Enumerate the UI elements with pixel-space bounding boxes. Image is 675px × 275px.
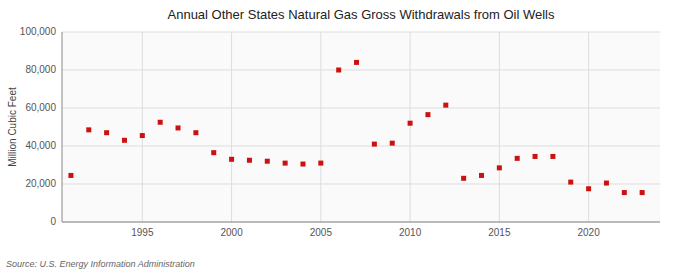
y-axis-line	[62, 32, 63, 222]
point	[140, 133, 145, 138]
point	[229, 157, 234, 162]
point	[158, 120, 163, 125]
point	[265, 159, 270, 164]
plot-area	[62, 32, 660, 222]
point	[408, 121, 413, 126]
x-grid-line	[499, 32, 500, 222]
x-grid-line	[410, 32, 411, 222]
point	[479, 173, 484, 178]
x-tick-label: 2015	[488, 227, 511, 238]
point	[193, 130, 198, 135]
x-axis-line	[62, 222, 660, 223]
y-axis-label: Million Cubic Feet	[7, 87, 18, 167]
x-tick-label: 1995	[131, 227, 154, 238]
title: Annual Other States Natural Gas Gross Wi…	[168, 7, 555, 22]
x-grid-line	[231, 32, 232, 222]
x-grid-line	[588, 32, 589, 222]
y-grid-line	[62, 32, 660, 33]
point	[390, 141, 395, 146]
y-grid-line	[62, 70, 660, 71]
point	[122, 138, 127, 143]
x-tick-label: 2000	[220, 227, 243, 238]
y-grid-line	[62, 146, 660, 147]
point	[336, 68, 341, 73]
x-grid-line	[142, 32, 143, 222]
source-annotation: Source: U.S. Energy Information Administ…	[6, 259, 195, 269]
point	[176, 125, 181, 130]
point	[68, 173, 73, 178]
point	[640, 190, 645, 195]
x-tick-label: 2020	[577, 227, 600, 238]
y-grid-line	[62, 108, 660, 109]
point	[497, 165, 502, 170]
point	[425, 112, 430, 117]
point	[247, 158, 252, 163]
point	[461, 176, 466, 181]
point	[86, 127, 91, 132]
y-tick-label: 100,000	[20, 26, 57, 37]
x-tick-label: 2010	[399, 227, 422, 238]
grid	[62, 32, 660, 222]
point	[604, 181, 609, 186]
y-tick-label: 40,000	[25, 140, 56, 151]
point	[104, 130, 109, 135]
point	[300, 162, 305, 167]
point	[515, 156, 520, 161]
x-grid-line	[320, 32, 321, 222]
point	[443, 103, 448, 108]
x-tick-label: 2005	[310, 227, 333, 238]
y-tick-label: 60,000	[25, 102, 56, 113]
y-grid-line	[62, 222, 660, 223]
point	[211, 150, 216, 155]
y-tick-label: 0	[50, 216, 56, 227]
y-tick-label: 80,000	[25, 64, 56, 75]
point	[550, 154, 555, 159]
point	[372, 142, 377, 147]
chart-container: 0 20,000 40,000 60,000 80,000 100,000 1995 2000…	[0, 0, 675, 275]
marks	[68, 60, 644, 195]
point	[283, 161, 288, 166]
point	[318, 161, 323, 166]
chart-svg: 0 20,000 40,000 60,000 80,000 100,000 1995 2000…	[0, 0, 675, 275]
point	[622, 190, 627, 195]
point	[533, 154, 538, 159]
point	[586, 186, 591, 191]
axes: 0 20,000 40,000 60,000 80,000 100,000 1995 2000…	[20, 26, 660, 238]
y-tick-label: 20,000	[25, 178, 56, 189]
point	[354, 60, 359, 65]
point	[568, 180, 573, 185]
